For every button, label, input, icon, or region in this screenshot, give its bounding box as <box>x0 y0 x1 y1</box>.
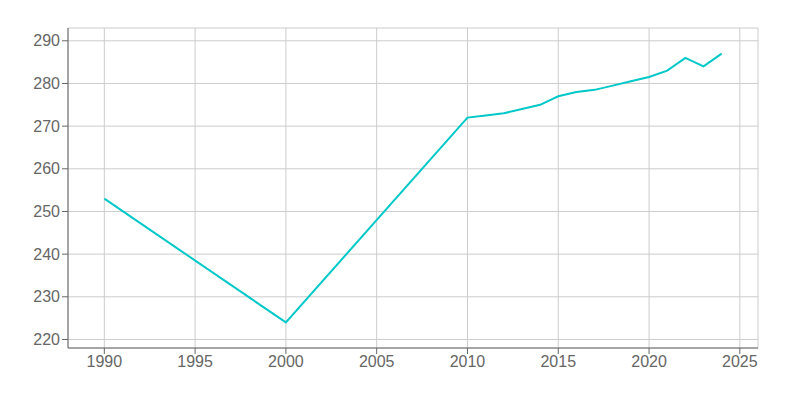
svg-text:230: 230 <box>33 288 60 305</box>
svg-text:290: 290 <box>33 32 60 49</box>
svg-text:250: 250 <box>33 203 60 220</box>
svg-text:2025: 2025 <box>722 353 758 370</box>
svg-text:260: 260 <box>33 160 60 177</box>
svg-text:2010: 2010 <box>450 353 486 370</box>
svg-text:280: 280 <box>33 75 60 92</box>
svg-text:220: 220 <box>33 331 60 348</box>
svg-text:2005: 2005 <box>359 353 395 370</box>
svg-text:1990: 1990 <box>87 353 123 370</box>
svg-text:240: 240 <box>33 246 60 263</box>
svg-text:270: 270 <box>33 118 60 135</box>
svg-text:2015: 2015 <box>540 353 576 370</box>
svg-text:2000: 2000 <box>268 353 304 370</box>
svg-text:1995: 1995 <box>177 353 213 370</box>
svg-text:2020: 2020 <box>631 353 667 370</box>
